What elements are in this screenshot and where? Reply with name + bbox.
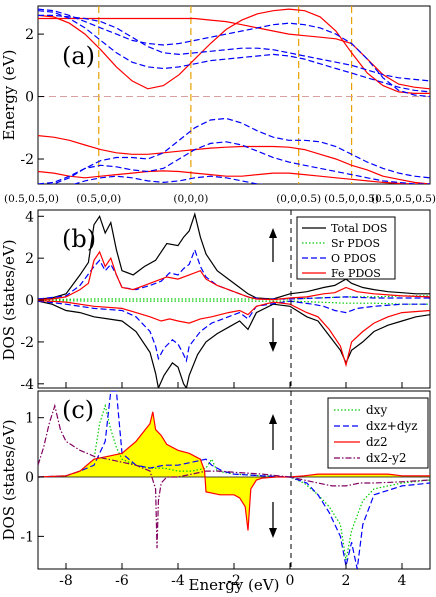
- panel-b-letter: (b): [62, 225, 96, 253]
- panel-a-kpath-labels: (0.5,0.5,0) (0.5,0,0) (0,0,0) (0,0,0.5) (0.5…: [4, 193, 436, 205]
- panel-b-legend-box: [296, 216, 396, 280]
- panel-b-ytick-label: 4: [25, 209, 34, 225]
- panel-b-total-dos: -4 -2 0 2 4 (b) DOS (states/eV) Total DOS Sr …: [0, 209, 431, 393]
- kpath-label: (0,0,0.5): [276, 193, 321, 205]
- kpath-label: (0.5,0,0): [76, 193, 121, 205]
- kpath-label: (0.5,0.5,0.5): [371, 193, 436, 205]
- legend-label: Sr PDOS: [331, 237, 380, 250]
- panel-a-y-ticks: -2 0 2: [20, 27, 44, 168]
- orbital-series-dxz+dyz: [38, 391, 430, 569]
- kpath-label: (0.5,0,0.5): [324, 193, 379, 205]
- panel-c-fe-d-orbital-dos: -1 0 1 -8 -6 -4 -2 0 2 4 (c) DOS (states/eV) Ene…: [0, 390, 431, 594]
- dos-series-2: [38, 300, 430, 388]
- panel-c-xtick-label: -4: [171, 573, 185, 589]
- panel-c-letter: (c): [62, 396, 94, 424]
- panel-a-bands: [38, 8, 430, 184]
- band-10: [72, 175, 264, 184]
- panel-c-ylabel: DOS (states/eV): [0, 419, 18, 540]
- panel-a-band-structure: -2 0 2 (0.5,0.5,0) (0.5,0,0) (0,0,0) (0,0,0.5…: [0, 5, 436, 205]
- panel-b-ytick-label: 0: [25, 293, 34, 309]
- panel-b-ytick-label: 2: [25, 251, 34, 267]
- legend-label: dx2-y2: [366, 451, 407, 465]
- legend-label: dxz+dyz: [366, 419, 418, 433]
- panel-b-ytick-label: -2: [20, 335, 34, 351]
- panel-b-y-ticks: -4 -2 0 2 4: [20, 209, 44, 393]
- dos-series-8: [38, 299, 430, 368]
- dos-series-6: [38, 300, 430, 363]
- panel-c-legend: dxy dxz+dyz dz2 dx2-y2: [327, 397, 429, 469]
- band-9: [38, 141, 430, 184]
- panel-a-ytick-label: 2: [25, 27, 34, 43]
- panel-a-frame: [37, 5, 431, 185]
- panel-c-xtick-label: -6: [115, 573, 129, 589]
- panel-c-xtick-label: -2: [227, 573, 241, 589]
- panel-a-letter: (a): [62, 42, 95, 70]
- spin-up-arrow-c: [269, 414, 277, 450]
- panel-c-xtick-label: 0: [286, 573, 295, 589]
- band-3: [38, 135, 430, 184]
- panel-c-xtick-label: 4: [398, 573, 407, 589]
- panel-b-legend: Total DOS Sr PDOS O PDOS Fe PDOS: [296, 216, 396, 280]
- panel-c-xtick-label: -8: [59, 573, 73, 589]
- band-2: [38, 17, 430, 90]
- spin-up-arrow: [269, 228, 277, 262]
- orbital-series-dz2: [38, 411, 430, 531]
- kpath-label: (0,0,0): [173, 193, 208, 205]
- orbital-series-dxy: [38, 403, 430, 561]
- legend-label: O PDOS: [331, 252, 376, 265]
- band-1: [38, 8, 430, 95]
- kpath-label: (0.5,0.5,0): [4, 193, 59, 205]
- panel-b-ylabel: DOS (states/eV): [0, 239, 18, 360]
- panel-c-x-ticks: -8 -6 -4 -2 0 2 4: [59, 563, 407, 589]
- panel-b-curves: [38, 212, 430, 388]
- band-8: [47, 117, 430, 184]
- panel-c-ytick-label: 0: [25, 470, 34, 486]
- band-5: [38, 8, 430, 98]
- spin-down-arrow: [269, 318, 277, 352]
- dos-series-4: [38, 299, 430, 305]
- panel-c-ytick-label: 1: [25, 411, 34, 427]
- band-7: [38, 14, 430, 82]
- orbital-series-dx2-y2: [38, 403, 430, 549]
- panel-c-y-ticks: -1 0 1: [20, 411, 44, 545]
- legend-label: dxy: [366, 403, 387, 417]
- panel-c-xlabel: Energy (eV): [189, 576, 280, 594]
- legend-label: dz2: [366, 435, 388, 449]
- panel-a-ytick-label: -2: [20, 152, 34, 168]
- panel-a-ylabel: Energy (eV): [0, 50, 18, 141]
- panel-b-ytick-label: -4: [20, 377, 34, 393]
- spin-down-arrow-c: [269, 502, 277, 538]
- panel-c-ytick-label: -1: [20, 529, 34, 545]
- panel-a-ytick-label: 0: [25, 90, 34, 106]
- dos-series-1: [38, 212, 430, 300]
- band-4: [38, 170, 430, 184]
- panel-c-curves: [38, 391, 430, 569]
- band-6: [38, 10, 430, 93]
- legend-label: Total DOS: [331, 222, 387, 235]
- panel-c-xtick-label: 2: [342, 573, 351, 589]
- legend-label: Fe PDOS: [331, 267, 381, 280]
- dos-series-7: [38, 250, 430, 301]
- panel-b-x-ticks: [65, 382, 403, 388]
